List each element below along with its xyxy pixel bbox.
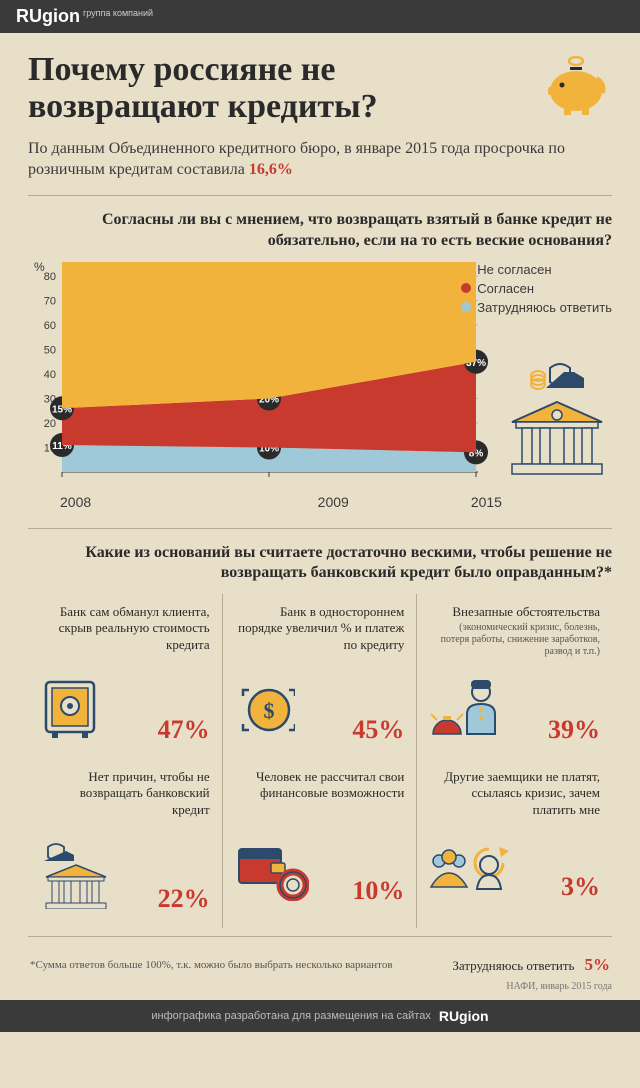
reason-text: Другие заемщики не платят, ссылаясь криз… (429, 769, 600, 833)
reason-cell: Другие заемщики не платят, ссылаясь криз… (417, 759, 612, 928)
legend: Не согласен Согласен Затрудняюсь ответить (461, 262, 612, 319)
question-2: Какие из оснований вы считаете достаточн… (28, 543, 612, 585)
svg-text:70: 70 (44, 295, 56, 307)
svg-text:20: 20 (44, 418, 56, 430)
reason-pct: 10% (352, 876, 404, 906)
footnote: *Сумма ответов больше 100%, т.к. можно б… (30, 959, 393, 971)
divider (28, 195, 612, 196)
svg-text:$: $ (263, 698, 274, 723)
reason-text: Внезапные обстоятельства(экономический к… (429, 604, 600, 668)
subtitle: По данным Объединенного кредитного бюро,… (28, 138, 612, 181)
extra-answer: Затрудняюсь ответить 5% (452, 955, 610, 975)
legend-item: Затрудняюсь ответить (461, 300, 612, 315)
svg-text:40: 40 (44, 369, 56, 381)
divider (28, 936, 612, 937)
piggy-icon (540, 55, 612, 117)
reason-icon (429, 841, 509, 902)
bank-building-icon (502, 358, 612, 478)
svg-text:60: 60 (44, 320, 56, 332)
reason-cell: Банк сам обманул клиента, скрыв реальную… (28, 594, 223, 759)
logo: RUgionгруппа компаний (16, 6, 153, 27)
reason-pct: 47% (158, 715, 210, 745)
reason-icon: $ (235, 676, 295, 745)
reason-text: Человек не рассчитал свои финансовые воз… (235, 769, 405, 833)
reason-pct: 39% (548, 715, 600, 745)
reason-text: Банк в одностороннем порядке увеличил % … (235, 604, 405, 668)
reason-icon (429, 676, 501, 745)
svg-text:80: 80 (44, 271, 56, 283)
reason-pct: 45% (352, 715, 404, 745)
reason-cell: Банк в одностороннем порядке увеличил % … (223, 594, 418, 759)
x-axis-labels: 2008 2009 2015 (28, 488, 612, 514)
reason-icon (40, 676, 100, 745)
reason-icon (235, 841, 309, 906)
divider (28, 528, 612, 529)
reason-cell: Нет причин, чтобы не возвращать банковск… (28, 759, 223, 928)
y-axis-unit: % (34, 260, 45, 274)
reason-pct: 22% (158, 884, 210, 914)
footer-bar: инфографика разработана для размещения н… (0, 1000, 640, 1032)
reason-pct: 3% (561, 872, 600, 902)
legend-item: Не согласен (461, 262, 612, 277)
question-1: Согласны ли вы с мнением, что возвращать… (28, 210, 612, 252)
svg-text:50: 50 (44, 344, 56, 356)
source-note: НАФИ, январь 2015 года (28, 981, 612, 1000)
reason-icon (40, 841, 114, 914)
reason-text: Банк сам обманул клиента, скрыв реальную… (40, 604, 210, 668)
legend-item: Согласен (461, 281, 612, 296)
reason-cell: Внезапные обстоятельства(экономический к… (417, 594, 612, 759)
reason-text: Нет причин, чтобы не возвращать банковск… (40, 769, 210, 833)
page-title: Почему россияне не возвращают кредиты? (28, 51, 528, 126)
header-bar: RUgionгруппа компаний (0, 0, 640, 33)
reason-cell: Человек не рассчитал свои финансовые воз… (223, 759, 418, 928)
reasons-grid: Банк сам обманул клиента, скрыв реальную… (28, 594, 612, 928)
area-chart: % 102030405060708011%10%8%15%20%37%74%70… (28, 262, 612, 488)
